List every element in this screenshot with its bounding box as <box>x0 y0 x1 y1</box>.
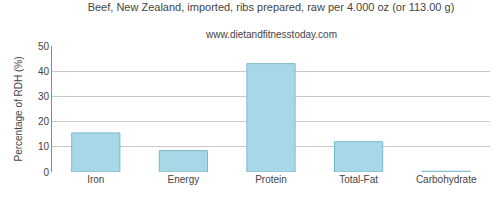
svg-text:40: 40 <box>38 66 50 77</box>
svg-text:Total-Fat: Total-Fat <box>339 174 378 185</box>
svg-text:Iron: Iron <box>87 174 104 185</box>
svg-text:30: 30 <box>38 91 50 102</box>
svg-text:20: 20 <box>38 116 50 127</box>
svg-text:10: 10 <box>38 141 50 152</box>
svg-text:50: 50 <box>38 41 50 52</box>
svg-text:Carbohydrate: Carbohydrate <box>416 174 477 185</box>
svg-text:Percentage of RDH (%): Percentage of RDH (%) <box>13 56 24 161</box>
svg-text:Energy: Energy <box>168 174 200 185</box>
svg-text:www.dietandfitnesstoday.com: www.dietandfitnesstoday.com <box>205 29 337 40</box>
svg-text:Beef, New Zealand, imported, r: Beef, New Zealand, imported, ribs prepar… <box>88 1 455 13</box>
svg-text:0: 0 <box>43 167 49 178</box>
svg-text:Protein: Protein <box>255 174 287 185</box>
